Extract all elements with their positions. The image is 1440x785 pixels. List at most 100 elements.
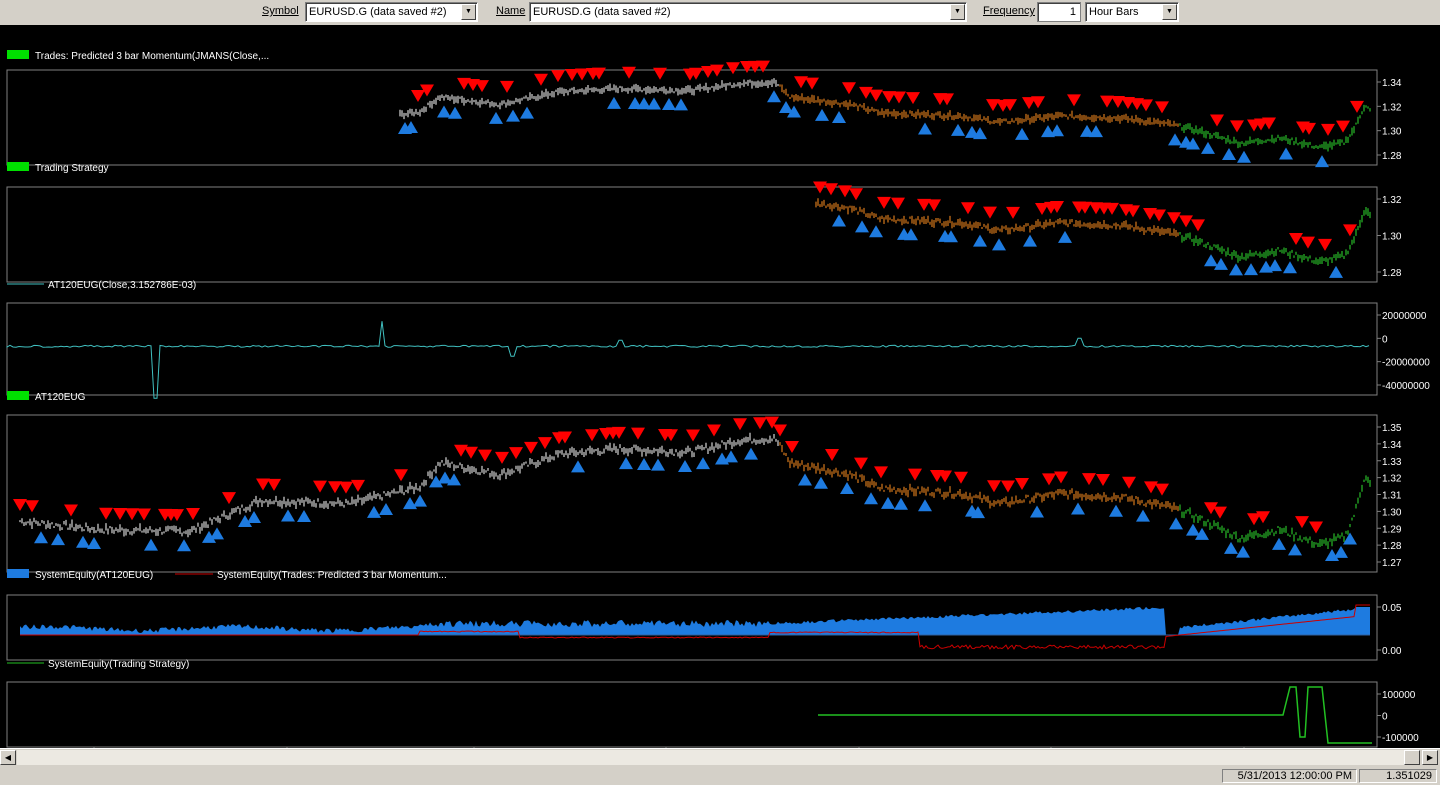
buy-marker: [744, 447, 758, 460]
buy-marker: [144, 538, 158, 551]
chart-area[interactable]: Trades: Predicted 3 bar Momentum(JMANS(C…: [0, 25, 1440, 748]
buy-marker: [448, 106, 462, 119]
scroll-left-icon[interactable]: ◀: [0, 750, 16, 765]
sell-marker: [825, 448, 839, 461]
buy-marker: [637, 97, 651, 110]
sell-marker: [13, 499, 27, 512]
sell-marker: [1191, 219, 1205, 232]
buy-marker: [1268, 259, 1282, 272]
y-tick-label: 0.00: [1382, 646, 1402, 657]
chevron-down-icon[interactable]: ▼: [950, 4, 965, 20]
sell-marker: [838, 185, 852, 198]
sell-marker: [509, 447, 523, 460]
sell-marker: [631, 427, 645, 440]
buy-marker: [1195, 527, 1209, 540]
horizontal-scrollbar[interactable]: ◀ ▶: [0, 748, 1440, 766]
sell-marker: [733, 418, 747, 431]
buy-marker: [678, 459, 692, 472]
sell-marker: [1155, 483, 1169, 496]
sell-marker: [664, 429, 678, 442]
sell-marker: [1031, 96, 1045, 109]
name-label: Name: [496, 5, 526, 17]
y-tick-label: 0: [1382, 334, 1388, 345]
sell-marker: [1082, 473, 1096, 486]
sell-marker: [917, 198, 931, 211]
buy-marker: [1168, 133, 1182, 146]
buy-marker: [1058, 230, 1072, 243]
buy-marker: [202, 530, 216, 543]
name-value: EURUSD.G (data saved #2): [533, 6, 671, 18]
sell-marker: [707, 424, 721, 437]
buy-marker: [1204, 254, 1218, 267]
buy-marker: [779, 101, 793, 114]
buy-marker: [1283, 261, 1297, 274]
sell-marker: [222, 492, 236, 505]
buy-marker: [832, 214, 846, 227]
symbol-label: Symbol: [262, 5, 299, 17]
buy-marker: [520, 106, 534, 119]
chevron-down-icon[interactable]: ▼: [461, 4, 476, 20]
sell-marker: [1067, 94, 1081, 107]
sell-marker: [961, 202, 975, 215]
scroll-track[interactable]: [17, 750, 1404, 765]
buy-marker: [1222, 148, 1236, 161]
sell-marker: [411, 90, 425, 103]
buy-marker: [918, 122, 932, 135]
sell-marker: [765, 416, 779, 429]
sell-marker: [478, 449, 492, 462]
sell-marker: [475, 80, 489, 93]
interval-select[interactable]: Hour Bars ▼: [1085, 2, 1179, 22]
buy-marker: [437, 105, 451, 118]
strategy-equity-line: [818, 686, 1372, 744]
frequency-label: Frequency: [983, 5, 1035, 17]
sell-marker: [1289, 233, 1303, 246]
buy-marker: [1023, 234, 1037, 247]
sell-marker: [339, 481, 353, 494]
buy-marker: [379, 502, 393, 515]
sell-marker: [534, 73, 548, 86]
buy-marker: [619, 457, 633, 470]
buy-marker: [864, 492, 878, 505]
sell-marker: [125, 508, 139, 521]
buy-marker: [869, 225, 883, 238]
sell-marker: [1295, 516, 1309, 529]
buy-marker: [76, 535, 90, 548]
sell-marker: [882, 91, 896, 104]
sell-marker: [726, 62, 740, 75]
frequency-input[interactable]: 1: [1037, 2, 1081, 22]
sell-marker: [1111, 95, 1125, 108]
y-tick-label: -100000: [1382, 733, 1419, 744]
buy-marker: [367, 505, 381, 518]
buy-marker: [1109, 504, 1123, 517]
sell-marker: [454, 444, 468, 457]
sell-marker: [1078, 201, 1092, 214]
sell-marker: [891, 197, 905, 210]
sell-marker: [892, 91, 906, 104]
buy-marker: [1201, 141, 1215, 154]
scroll-right-icon[interactable]: ▶: [1422, 750, 1438, 765]
sell-marker: [1054, 471, 1068, 484]
pane-frame: [6, 594, 1378, 661]
sell-marker: [869, 89, 883, 102]
y-tick-label: 1.30: [1382, 507, 1402, 518]
pane-frame: [6, 186, 1378, 283]
sell-marker: [927, 199, 941, 212]
sell-marker: [1015, 478, 1029, 491]
chart-canvas[interactable]: Trades: Predicted 3 bar Momentum(JMANS(C…: [0, 25, 1440, 748]
interval-value: Hour Bars: [1089, 6, 1139, 18]
buy-marker: [881, 496, 895, 509]
scroll-thumb[interactable]: [1404, 750, 1420, 765]
symbol-select[interactable]: EURUSD.G (data saved #2) ▼: [305, 2, 478, 22]
buy-marker: [87, 536, 101, 549]
y-tick-label: 100000: [1382, 690, 1416, 701]
buy-marker: [1229, 263, 1243, 276]
sell-marker: [842, 82, 856, 95]
name-select[interactable]: EURUSD.G (data saved #2) ▼: [529, 2, 967, 22]
sell-marker: [1003, 99, 1017, 112]
sell-marker: [420, 84, 434, 97]
buy-marker: [1050, 124, 1064, 137]
sell-marker: [805, 77, 819, 90]
chevron-down-icon[interactable]: ▼: [1162, 4, 1177, 20]
buy-marker: [607, 96, 621, 109]
buy-marker: [1237, 150, 1251, 163]
